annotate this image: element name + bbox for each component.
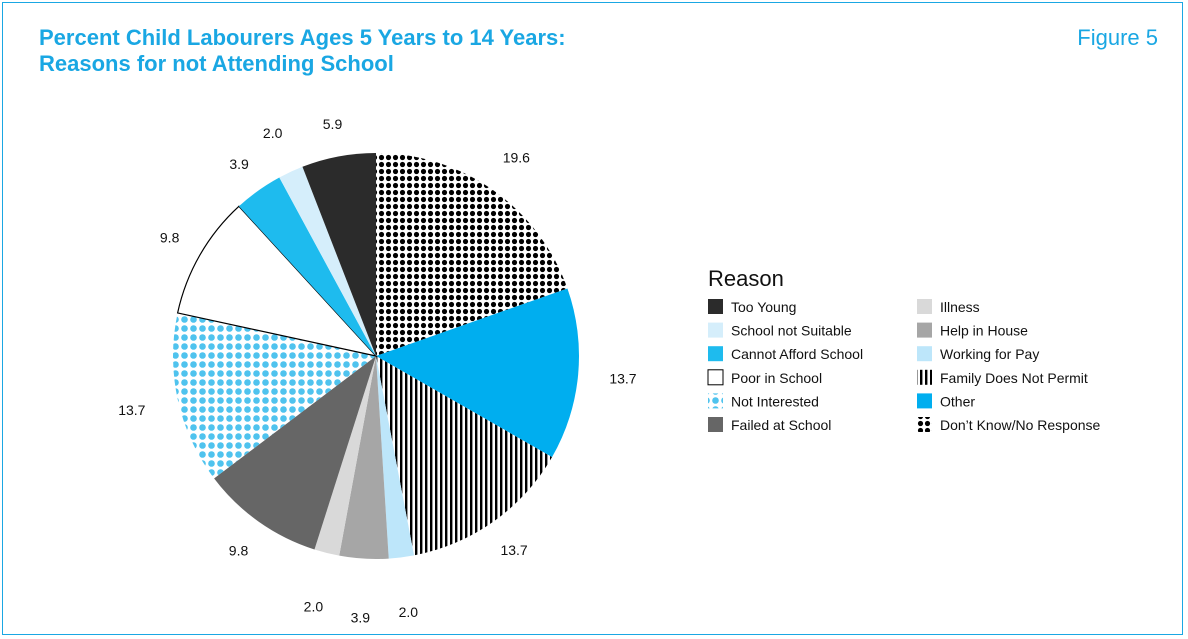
legend-label-family-does-not-permit: Family Does Not Permit xyxy=(940,370,1088,386)
pie-slice-too-young xyxy=(302,153,376,356)
legend-swatch-other xyxy=(917,393,932,409)
data-label-help-in-house: 3.9 xyxy=(351,610,371,626)
legend-title: Reason xyxy=(708,266,784,291)
figure-number: Figure 5 xyxy=(1077,25,1158,50)
data-label-too-young: 5.9 xyxy=(323,116,343,132)
legend-swatch-don-t-know-no-response xyxy=(917,417,932,432)
pie-slice-help-in-house xyxy=(339,356,389,559)
legend-label-not-interested: Not Interested xyxy=(731,393,819,409)
pie-slice-working-for-pay xyxy=(376,356,415,559)
legend-label-don-t-know-no-response: Don’t Know/No Response xyxy=(940,417,1101,433)
pie-slice-failed-at-school xyxy=(214,356,376,550)
pie-slice-illness xyxy=(314,356,376,556)
legend-label-too-young: Too Young xyxy=(731,299,796,315)
pie-slice-not-interested xyxy=(173,312,376,479)
legend-label-other: Other xyxy=(940,393,975,409)
pie-slice-cannot-afford-school xyxy=(238,177,376,356)
pie-data-labels: 19.6 13.7 13.7 2.0 3.9 2.0 9.8 13.7 9.8 3.9 2.0 5.9 xyxy=(118,116,637,625)
chart-title: Percent Child Labourers Ages 5 Years to … xyxy=(39,25,566,77)
chart-title-line-2: Reasons for not Attending School xyxy=(39,51,394,76)
legend-label-help-in-house: Help in House xyxy=(940,323,1028,339)
legend-swatch-working-for-pay xyxy=(917,346,932,362)
legend-swatch-not-interested xyxy=(708,393,723,409)
data-label-poor-in-school: 9.8 xyxy=(160,229,180,245)
pie-slice-poor-in-school xyxy=(176,205,378,357)
pie-slice-don-t-know-no-response xyxy=(376,153,568,356)
legend-swatch-poor-in-school xyxy=(707,369,724,386)
legend-swatch-help-in-house xyxy=(917,322,932,338)
legend-swatch-family-does-not-permit xyxy=(917,369,932,385)
data-label-failed-at-school: 9.8 xyxy=(229,542,249,558)
legend-swatch-cannot-afford-school xyxy=(708,346,723,362)
data-label-family-does-not-permit: 13.7 xyxy=(500,542,527,558)
data-label-working-for-pay: 2.0 xyxy=(399,604,419,620)
chart-title-line-1: Percent Child Labourers Ages 5 Years to … xyxy=(39,25,566,50)
data-label-illness: 2.0 xyxy=(304,598,324,614)
legend-swatch-illness xyxy=(917,299,932,314)
legend-swatch-too-young xyxy=(708,299,723,314)
legend-label-failed-at-school: Failed at School xyxy=(731,417,831,433)
data-label-other: 13.7 xyxy=(609,371,636,387)
pie-slice-school-not-suitable xyxy=(279,166,376,356)
legend-label-illness: Illness xyxy=(940,299,980,315)
pie-slice-family-does-not-permit xyxy=(376,356,553,556)
data-label-don-t-know-no-response: 19.6 xyxy=(503,150,530,166)
data-label-not-interested: 13.7 xyxy=(118,402,145,418)
pie-slice-other xyxy=(376,288,580,458)
legend-label-poor-in-school: Poor in School xyxy=(731,370,822,386)
legend-swatch-school-not-suitable xyxy=(708,322,723,338)
data-label-school-not-suitable: 2.0 xyxy=(263,125,283,141)
legend: Reason Too Young Illness School not Suitab… xyxy=(707,266,1101,433)
legend-label-school-not-suitable: School not Suitable xyxy=(731,323,852,339)
legend-label-cannot-afford-school: Cannot Afford School xyxy=(731,346,863,362)
legend-swatch-failed-at-school xyxy=(708,417,723,432)
pie-slices xyxy=(173,153,580,559)
legend-label-working-for-pay: Working for Pay xyxy=(940,346,1039,362)
data-label-cannot-afford-school: 3.9 xyxy=(229,156,249,172)
